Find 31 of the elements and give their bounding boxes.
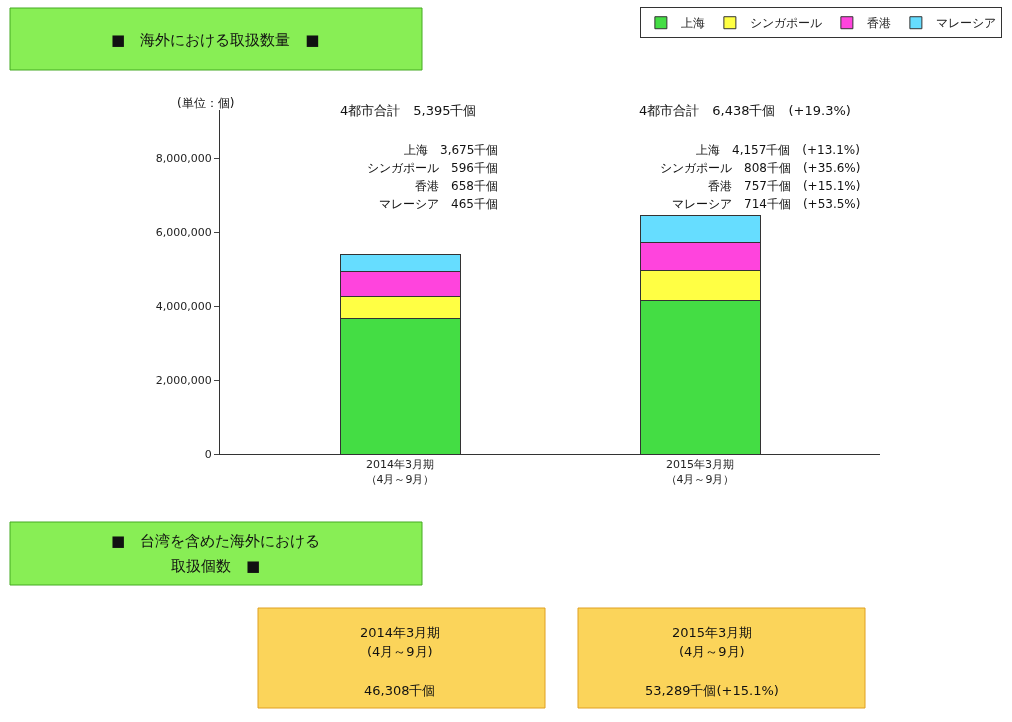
x-tick-label: 2015年3月期（4月～9月）: [665, 458, 735, 486]
annotation: 4都市合計 6,438千個 (+19.3%): [639, 103, 851, 118]
y-tick-label: 8,000,000: [155, 151, 212, 165]
annotation: (単位：個): [177, 96, 235, 110]
y-tick-label: 2,000,000: [155, 373, 212, 387]
text: 46,308千個: [364, 683, 436, 698]
text: ■ 海外における取扱数量 ■: [111, 31, 320, 49]
text: (4月～9月): [679, 644, 745, 659]
text: 53,289千個(+15.1%): [645, 683, 779, 698]
legend-label: シンガポール: [749, 16, 822, 31]
text: (4月～9月): [367, 644, 433, 659]
annotation: 香港 658千個: [415, 179, 498, 193]
text: 2014年3月期: [360, 625, 441, 640]
text: 2015年3月期: [672, 625, 753, 640]
text: 取扱個数 ■: [171, 557, 261, 575]
annotation: マレーシア 465千個: [379, 197, 498, 211]
text: ■ 台湾を含めた海外における: [111, 532, 321, 550]
annotation: 香港 757千個 (+15.1%): [708, 179, 861, 193]
annotation: シンガポール 596千個: [367, 161, 498, 175]
y-tick-label: 6,000,000: [155, 225, 212, 239]
annotation: マレーシア 714千個 (+53.5%): [672, 197, 861, 211]
legend-label: マレーシア: [935, 16, 996, 31]
legend-label: 香港: [866, 16, 891, 31]
y-tick-label: 0: [204, 447, 212, 461]
annotation: 上海 4,157千個 (+13.1%): [696, 143, 860, 157]
x-tick-label: 2014年3月期（4月～9月）: [365, 458, 435, 486]
annotation: 上海 3,675千個: [404, 143, 499, 157]
y-tick-label: 4,000,000: [155, 299, 212, 313]
annotation: シンガポール 808千個 (+35.6%): [660, 161, 861, 175]
annotation: 4都市合計 5,395千個: [340, 103, 477, 118]
legend-label: 上海: [680, 16, 705, 31]
